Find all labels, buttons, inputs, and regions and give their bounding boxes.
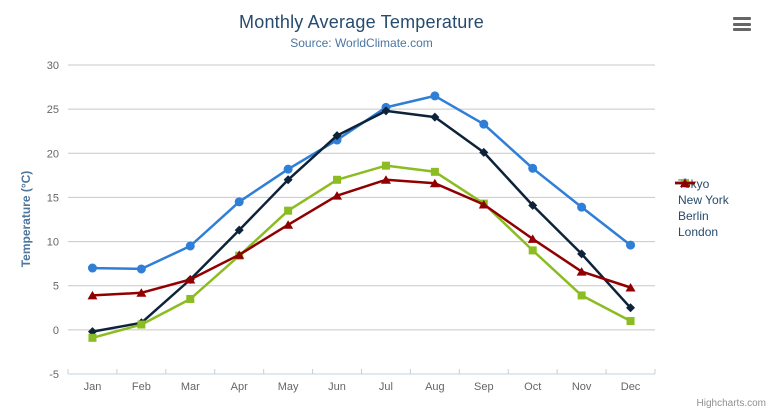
- x-tick-label: Nov: [572, 381, 592, 393]
- chart-title: Monthly Average Temperature: [239, 12, 484, 32]
- hamburger-menu-icon[interactable]: [733, 17, 751, 31]
- legend-item-new-york[interactable]: New York: [674, 178, 729, 208]
- legend-label: Berlin: [678, 209, 709, 223]
- credits-link[interactable]: Highcharts.com: [696, 398, 766, 409]
- x-tick-label: Mar: [181, 381, 200, 393]
- y-tick-label: 15: [47, 192, 59, 204]
- x-tick-label: Sep: [474, 381, 494, 393]
- chart-subtitle: Source: WorldClimate.com: [290, 36, 433, 50]
- series-tokyo[interactable]: [87, 91, 636, 274]
- y-tick-label: 0: [53, 325, 59, 337]
- y-tick-label: 25: [47, 104, 59, 116]
- x-tick-label: Dec: [621, 381, 641, 393]
- x-tick-label: Apr: [231, 381, 248, 393]
- series-new-york[interactable]: [87, 106, 636, 337]
- x-tick-label: Jan: [84, 381, 102, 393]
- hamburger-bar: [733, 17, 751, 20]
- y-tick-label: -5: [49, 369, 59, 381]
- series-london[interactable]: [87, 175, 636, 300]
- legend-label: London: [678, 225, 719, 239]
- x-tick-label: May: [278, 381, 299, 393]
- x-tick-label: Jul: [379, 381, 393, 393]
- hamburger-bar: [733, 22, 751, 26]
- legend-label: New York: [678, 193, 729, 207]
- hamburger-bar: [733, 28, 751, 31]
- legend-item-berlin[interactable]: Berlin: [674, 179, 729, 224]
- legend-item-london[interactable]: London: [674, 178, 729, 240]
- x-tick-label: Oct: [524, 381, 541, 393]
- y-tick-label: 10: [47, 237, 59, 249]
- x-tick-label: Feb: [132, 381, 151, 393]
- y-axis-title: Temperature (°C): [19, 170, 33, 268]
- x-tick-label: Jun: [328, 381, 346, 393]
- y-tick-label: 20: [47, 148, 59, 160]
- triangle-series-marker-icon: [675, 178, 695, 187]
- y-tick-label: 5: [53, 281, 59, 293]
- x-tick-label: Aug: [425, 381, 445, 393]
- y-tick-label: 30: [47, 60, 59, 72]
